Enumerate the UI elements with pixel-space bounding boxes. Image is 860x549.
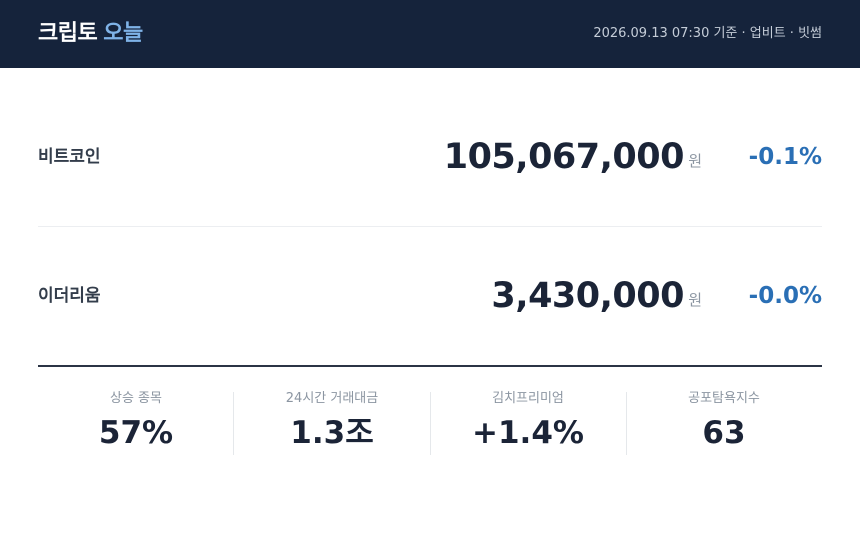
coin-row: 이더리움 3,430,000 원 -0.0% <box>38 276 822 316</box>
meta: 2026.09.13 07:30 기준 · 업비트 · 빗썸 <box>593 26 822 41</box>
title-text: 크립토 <box>38 21 98 46</box>
coin-price: 105,067,000 <box>443 137 685 177</box>
stat: 김치프리미엄 +1.4% <box>430 390 626 456</box>
stat-separator <box>430 392 431 455</box>
stat-label: 공포탐욕지수 <box>688 391 760 406</box>
coin-unit: 원 <box>688 291 702 309</box>
section-rule <box>38 365 822 367</box>
stat-value: 1.3조 <box>290 415 374 451</box>
coin-change: -0.0% <box>748 283 822 309</box>
header: 크립토 오늘 2026.09.13 07:30 기준 · 업비트 · 빗썸 <box>0 0 860 68</box>
coin-name: 이더리움 <box>38 286 101 306</box>
coin-price: 3,430,000 <box>491 276 684 316</box>
coin-change: -0.1% <box>748 144 822 170</box>
stat: 상승 종목 57% <box>38 390 234 456</box>
stat-value: +1.4% <box>472 415 584 451</box>
title: 크립토 오늘 <box>38 20 143 48</box>
stat: 24시간 거래대금 1.3조 <box>234 390 430 456</box>
stat-label: 김치프리미엄 <box>492 391 564 406</box>
coin-unit: 원 <box>688 152 702 170</box>
divider <box>38 226 822 227</box>
stat-separator <box>626 392 627 455</box>
coin-name: 비트코인 <box>38 147 101 167</box>
stat-separator <box>233 392 234 455</box>
stat-value: 57% <box>98 415 174 451</box>
stat-label: 24시간 거래대금 <box>285 391 379 406</box>
stat: 공포탐욕지수 63 <box>626 390 822 456</box>
title-accent: 오늘 <box>103 21 143 46</box>
coin-row: 비트코인 105,067,000 원 -0.1% <box>38 137 822 177</box>
stat-value: 63 <box>702 415 746 451</box>
stat-label: 상승 종목 <box>110 391 162 406</box>
